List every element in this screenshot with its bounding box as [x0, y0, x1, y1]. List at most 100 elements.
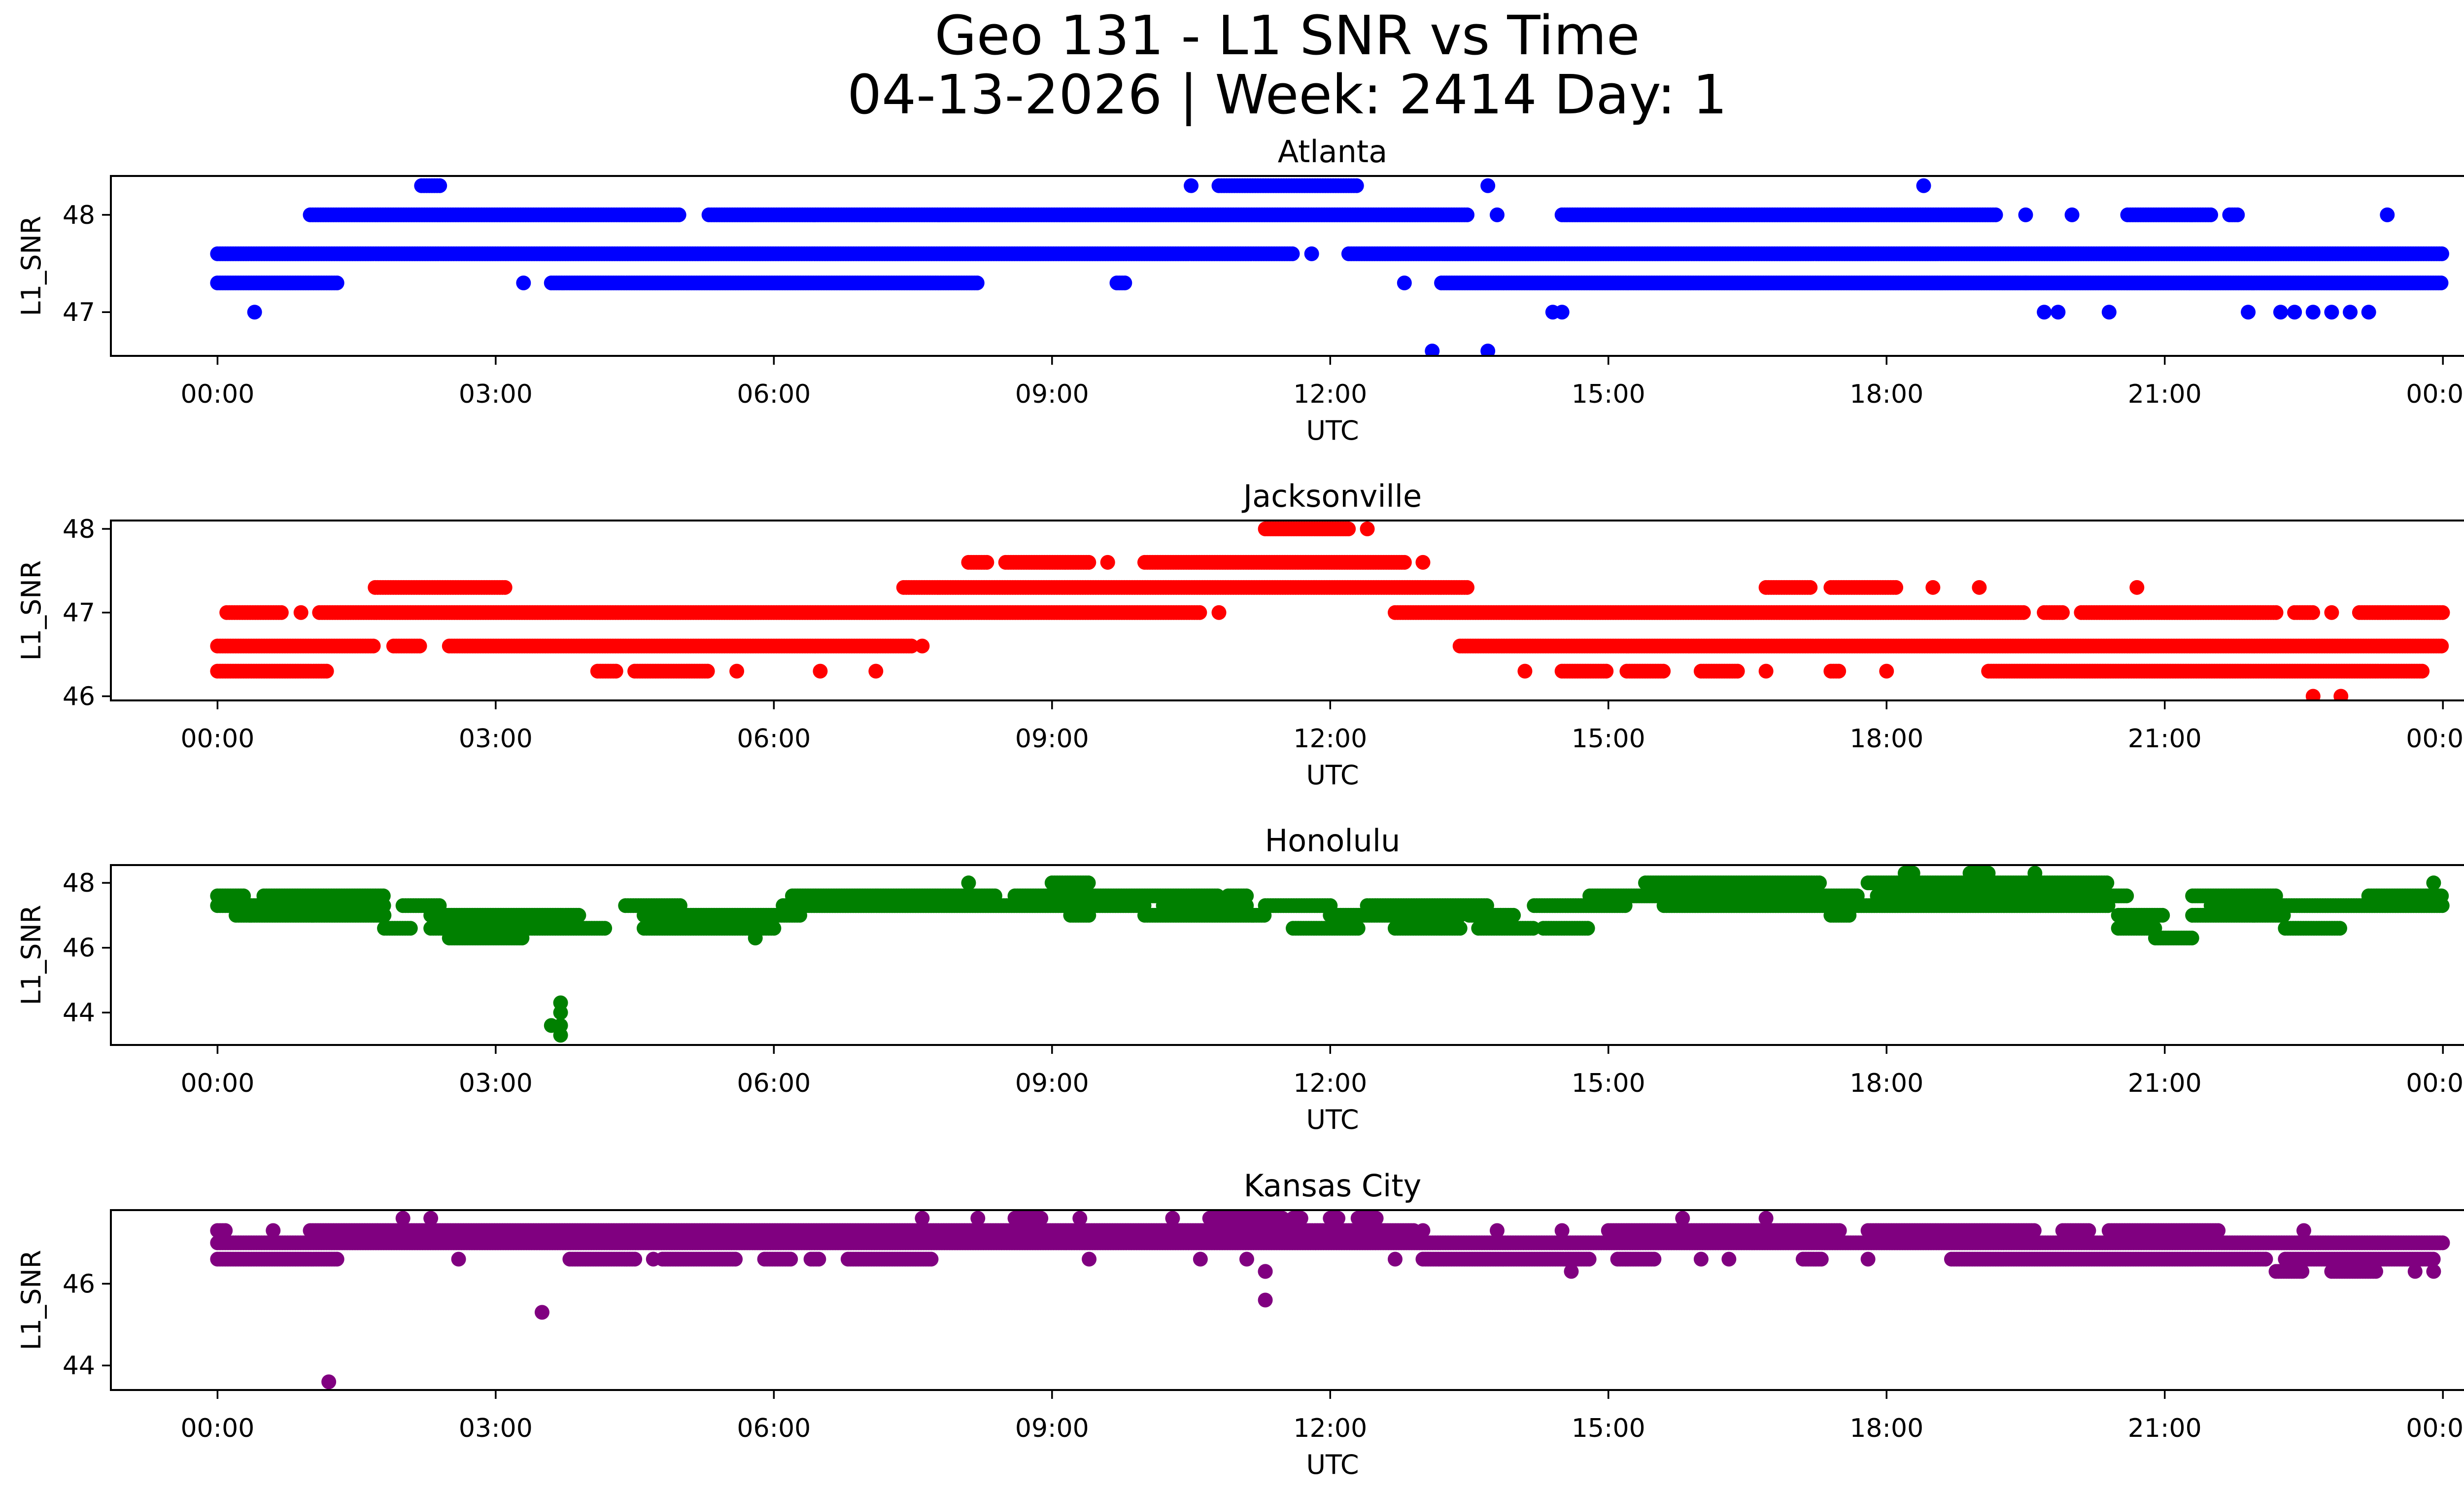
data-point — [516, 276, 531, 291]
data-point — [1988, 207, 2003, 222]
data-point — [2324, 605, 2339, 620]
y-tick-label: 48 — [63, 201, 95, 230]
data-point — [1831, 663, 1847, 679]
panel-title: Honolulu — [1265, 823, 1401, 859]
x-tick-label: 09:00 — [1015, 724, 1089, 754]
data-point — [1184, 178, 1199, 193]
data-point — [1972, 580, 1987, 595]
data-point — [1480, 178, 1496, 193]
data-point — [671, 207, 686, 222]
data-point — [2435, 605, 2450, 620]
data-point — [1460, 580, 1475, 595]
data-point — [2434, 246, 2449, 261]
data-point — [1304, 246, 1319, 261]
data-point — [2287, 305, 2302, 320]
data-point — [915, 638, 930, 654]
data-point — [2203, 207, 2219, 222]
panel-title: Jacksonville — [1241, 478, 1422, 514]
y-tick-label: 48 — [63, 515, 95, 544]
data-point — [2343, 305, 2358, 320]
x-tick-label: 15:00 — [1572, 724, 1645, 754]
x-tick-label: 12:00 — [1293, 380, 1367, 409]
y-tick-label: 47 — [63, 598, 95, 628]
data-point — [1879, 663, 1894, 679]
y-tick-label: 46 — [63, 682, 95, 712]
data-point — [2064, 207, 2080, 222]
x-tick-label: 18:00 — [1849, 724, 1923, 754]
data-point — [1489, 207, 1505, 222]
x-tick-label: 09:00 — [1015, 380, 1089, 409]
data-point — [2268, 605, 2284, 620]
data-point — [1480, 344, 1496, 356]
data-point — [1730, 663, 1745, 679]
x-tick-label: 03:00 — [459, 724, 533, 754]
data-point — [2129, 580, 2145, 595]
data-point — [2051, 305, 2066, 320]
data-point — [293, 605, 308, 620]
y-axis-label: L1_SNR — [16, 216, 47, 316]
data-point — [2305, 605, 2321, 620]
data-point — [2433, 276, 2449, 291]
x-tick-label: 00:00 — [180, 724, 254, 754]
data-points — [210, 178, 2449, 356]
data-point — [729, 663, 745, 679]
data-point — [813, 663, 828, 679]
x-tick-label: 00:00 — [2406, 380, 2464, 409]
panel-title: Atlanta — [1278, 134, 1387, 170]
data-point — [1517, 663, 1533, 679]
x-tick-label: 15:00 — [1572, 380, 1645, 409]
data-point — [2273, 305, 2288, 320]
data-point — [366, 638, 381, 654]
plot-frame — [110, 175, 2464, 357]
x-tick-label: 21:00 — [2128, 380, 2202, 409]
data-point — [412, 638, 427, 654]
data-point — [1599, 663, 1614, 679]
data-point — [1117, 276, 1132, 291]
data-point — [432, 178, 447, 193]
data-point — [1341, 521, 1356, 536]
data-point — [1100, 555, 1115, 570]
chart-title: Geo 131 - L1 SNR vs Time — [934, 4, 1640, 67]
data-point — [2018, 207, 2033, 222]
y-axis-label: L1_SNR — [16, 560, 47, 661]
data-point — [2434, 638, 2449, 654]
x-tick-label: 00:00 — [2406, 724, 2464, 754]
data-point — [1397, 555, 1412, 570]
data-point — [1758, 663, 1774, 679]
data-point — [1211, 605, 1227, 620]
data-point — [2055, 605, 2070, 620]
data-point — [2415, 663, 2430, 679]
data-point — [329, 276, 344, 291]
data-point — [700, 663, 715, 679]
data-points — [210, 866, 2450, 1043]
data-point — [1460, 207, 1475, 222]
data-point — [608, 663, 623, 679]
data-point — [1925, 580, 1941, 595]
data-point — [2380, 207, 2395, 222]
data-point — [1916, 178, 1931, 193]
data-point — [1081, 555, 1096, 570]
data-point — [1415, 555, 1431, 570]
data-point — [2361, 305, 2376, 320]
data-point — [247, 305, 262, 320]
data-point — [1285, 246, 1300, 261]
data-point — [1803, 580, 1818, 595]
data-point — [2037, 305, 2052, 320]
data-point — [1397, 276, 1412, 291]
data-point — [274, 605, 289, 620]
data-point — [2241, 305, 2256, 320]
chart-subtitle: 04-13-2026 | Week: 2414 Day: 1 — [847, 63, 1727, 127]
data-point — [2016, 605, 2031, 620]
x-tick-label: 06:00 — [737, 380, 811, 409]
data-point — [2305, 305, 2321, 320]
data-point — [497, 580, 513, 595]
x-tick-label: 12:00 — [1293, 724, 1367, 754]
x-tick-label: 00:00 — [180, 380, 254, 409]
data-point — [868, 663, 884, 679]
data-point — [1425, 344, 1440, 356]
data-point — [1656, 663, 1671, 679]
x-axis-label: UTC — [1306, 760, 1359, 791]
data-point — [2333, 689, 2349, 700]
